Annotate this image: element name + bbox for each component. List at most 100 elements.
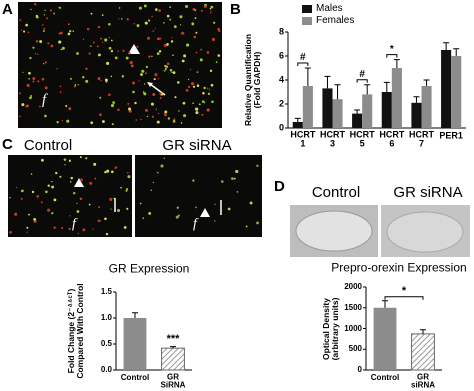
bar (381, 92, 392, 128)
cell-dot (153, 78, 156, 81)
cell-dot (44, 61, 47, 64)
cell-dot (148, 211, 152, 215)
cell-dot (125, 189, 128, 192)
cell-dot (163, 44, 167, 47)
cell-dot (56, 121, 59, 124)
cell-dot (41, 77, 45, 81)
cell-dot (206, 108, 210, 112)
cell-dot (127, 175, 131, 179)
cell-dot (37, 53, 39, 55)
cell-dot (29, 96, 32, 100)
cell-dot (55, 171, 58, 175)
cell-dot (192, 179, 195, 182)
cell-dot (32, 80, 35, 83)
cell-dot (159, 92, 162, 95)
cell-dot (70, 176, 73, 180)
y-tick-label: 500 (348, 344, 362, 354)
cell-dot (166, 62, 170, 65)
cell-dot (150, 102, 154, 106)
cell-dot (25, 23, 28, 27)
y-tick-label: 1500 (344, 302, 362, 312)
cell-dot (67, 23, 70, 26)
cell-dot (166, 43, 169, 46)
cell-dot (203, 86, 206, 90)
cell-dot (164, 110, 168, 114)
cell-dot (114, 166, 117, 170)
error-bar (443, 42, 450, 50)
cell-dot (170, 40, 174, 43)
error-bar (170, 346, 176, 349)
cell-dot (68, 160, 71, 163)
cell-dot (113, 197, 115, 200)
bar (332, 99, 343, 128)
cell-dot (211, 37, 216, 42)
error-bar (382, 300, 388, 308)
cell-dot (108, 36, 111, 39)
cell-dot (130, 64, 134, 68)
arrowhead (74, 178, 84, 187)
significance-mark: # (359, 68, 365, 80)
x-tick-label: GR SiRNA (160, 372, 186, 390)
cell-dot (79, 197, 83, 201)
cell-dot (214, 220, 216, 222)
cell-dot (44, 9, 46, 11)
cell-dot (112, 101, 115, 104)
cell-dot (196, 71, 198, 73)
cell-dot (59, 175, 62, 178)
x-tick-label: HCRT 1 (290, 129, 316, 149)
cell-dot (144, 72, 148, 75)
cell-dot (117, 209, 121, 213)
cell-dot (39, 105, 41, 108)
cell-dot (233, 177, 236, 180)
cell-dot (27, 31, 30, 34)
cell-dot (159, 97, 162, 100)
cell-dot (51, 212, 54, 215)
cell-dot (97, 27, 99, 29)
y-tick-label: 1.5 (100, 286, 112, 296)
cell-dot (43, 14, 46, 16)
cell-dot (177, 81, 180, 84)
x-tick-label: Control (370, 372, 400, 382)
cell-dot (59, 85, 62, 88)
cell-dot (134, 101, 137, 105)
cell-dot (192, 85, 196, 88)
cell-dot (36, 195, 40, 198)
cell-dot (45, 190, 48, 194)
cell-dot (51, 185, 54, 189)
cell-dot (169, 68, 173, 72)
significance-mark: * (401, 284, 407, 297)
cell-dot (147, 19, 151, 22)
cell-dot (88, 52, 91, 55)
cell-dot (167, 117, 171, 120)
cell-dot (183, 114, 187, 118)
cell-dot (152, 93, 156, 96)
cell-dot (151, 15, 153, 18)
cell-dot (132, 90, 135, 94)
cell-dot (9, 197, 11, 199)
cell-dot (160, 164, 164, 168)
bar (123, 318, 147, 370)
error-bar (383, 81, 390, 92)
cell-dot (138, 80, 140, 82)
cell-dot (118, 7, 121, 9)
bar (451, 56, 462, 128)
cell-dot (37, 80, 40, 83)
cell-dot (129, 61, 133, 65)
cell-dot (97, 219, 101, 223)
cell-dot (209, 12, 212, 14)
panel-letter: B (230, 1, 241, 19)
cell-dot (28, 213, 30, 216)
y-tick-label: 8 (278, 26, 284, 37)
bar (411, 102, 422, 128)
cell-dot (156, 52, 160, 56)
y-tick-label: 0.0 (100, 364, 112, 374)
cell-dot (117, 50, 119, 52)
cell-dot (142, 91, 145, 93)
cell-dot (73, 85, 77, 88)
cell-dot (199, 58, 203, 62)
y-tick-label: 2 (278, 98, 284, 109)
cell-dot (194, 9, 197, 12)
cell-dot (143, 4, 147, 8)
cell-dot (123, 226, 127, 229)
